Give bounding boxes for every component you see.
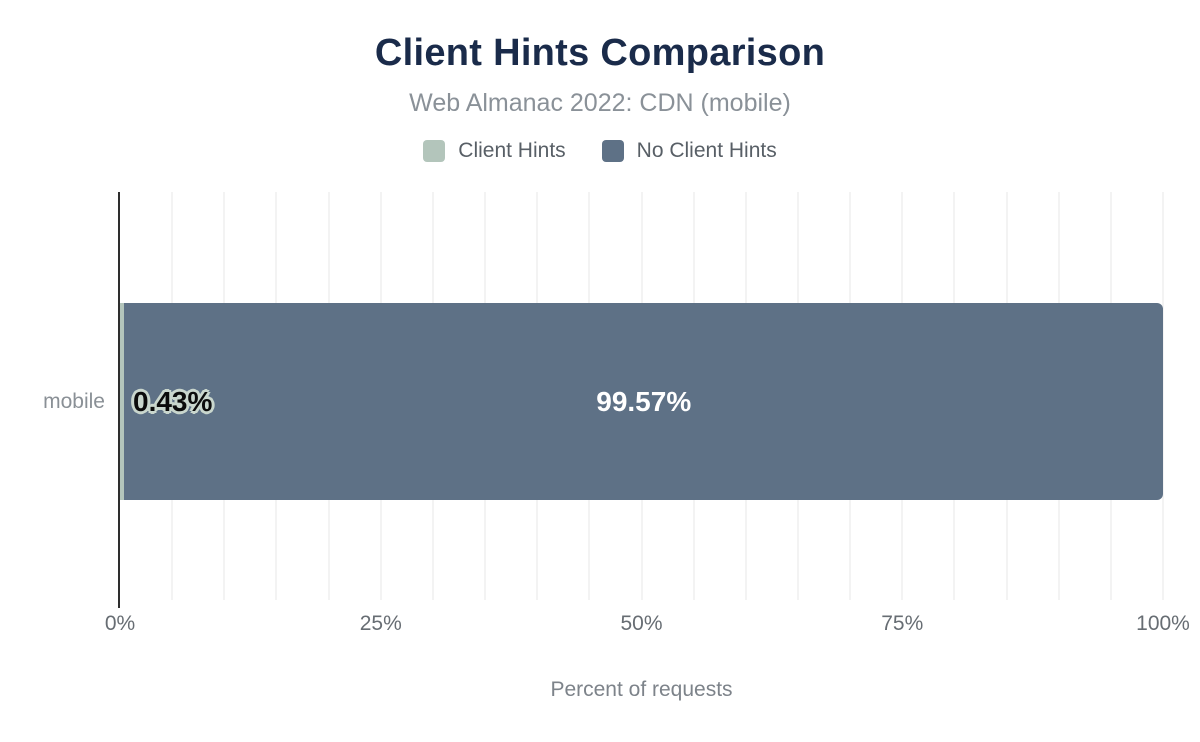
x-tick-label: 25% bbox=[359, 612, 402, 635]
bar-row-mobile: 99.57% bbox=[120, 303, 1163, 500]
bar-segment-no-client-hints: 99.57% bbox=[124, 303, 1163, 500]
legend-item-no-client-hints: No Client Hints bbox=[601, 139, 777, 163]
chart-title: Client Hints Comparison bbox=[374, 32, 826, 74]
x-tick-label: 0% bbox=[104, 612, 136, 635]
x-tick-label: 100% bbox=[1136, 612, 1190, 635]
plot-area: 99.57% 0.43% bbox=[118, 192, 1164, 608]
legend-label: Client Hints bbox=[458, 139, 566, 162]
y-category-label: mobile bbox=[43, 389, 105, 413]
x-tick-label: 75% bbox=[881, 612, 924, 635]
y-axis-line bbox=[118, 192, 120, 608]
legend-item-client-hints: Client Hints bbox=[423, 139, 566, 163]
gridline bbox=[1162, 192, 1164, 600]
x-axis-title: Percent of requests bbox=[550, 678, 733, 701]
legend: Client Hints No Client Hints bbox=[0, 139, 1200, 163]
legend-swatch-no-client-hints bbox=[601, 140, 624, 162]
value-label-no-client-hints: 99.57% bbox=[596, 385, 692, 417]
legend-label: No Client Hints bbox=[636, 139, 777, 162]
bar-segment-client-hints bbox=[120, 303, 125, 500]
chart-subtitle: Web Almanac 2022: CDN (mobile) bbox=[409, 89, 791, 117]
legend-swatch-client-hints bbox=[423, 140, 446, 162]
x-tick-label: 50% bbox=[620, 612, 663, 635]
value-label-client-hints: 0.43% bbox=[133, 385, 213, 417]
